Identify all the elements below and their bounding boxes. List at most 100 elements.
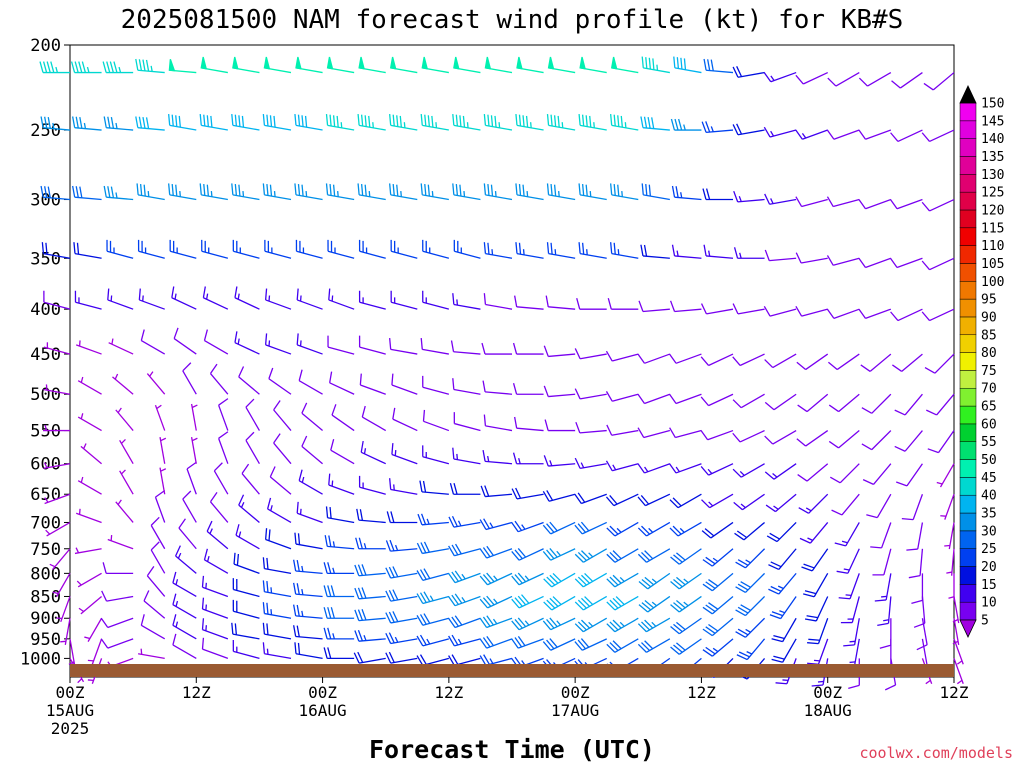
wind-barb xyxy=(68,638,76,666)
wind-barb xyxy=(385,566,418,579)
x-tick-label: 12Z xyxy=(687,683,716,702)
wind-barb xyxy=(45,521,71,537)
wind-barb xyxy=(137,239,165,259)
wind-barb xyxy=(77,476,102,495)
wind-barb xyxy=(235,524,260,550)
wind-barb xyxy=(641,56,670,74)
wind-barb xyxy=(511,520,544,533)
wind-barb xyxy=(512,383,544,395)
wind-barb xyxy=(574,638,607,651)
wind-barb xyxy=(578,242,607,259)
wind-barb xyxy=(43,424,70,432)
colorbar-label: 5 xyxy=(981,614,989,629)
wind-barb xyxy=(514,295,544,310)
wind-barb xyxy=(119,469,134,495)
wind-barb xyxy=(234,331,260,355)
wind-barb xyxy=(607,298,639,310)
wind-barb xyxy=(576,298,607,310)
wind-barb xyxy=(294,532,323,550)
wind-barb xyxy=(861,430,892,451)
wind-barb xyxy=(358,290,386,310)
wind-barb xyxy=(515,183,544,201)
wind-barb xyxy=(771,617,797,643)
wind-barb xyxy=(640,244,670,259)
wind-barb xyxy=(921,257,955,271)
wind-barb xyxy=(78,595,102,615)
wind-barb xyxy=(262,622,292,640)
x-tick-label: 00Z xyxy=(56,683,85,702)
wind-barb xyxy=(702,617,734,637)
colorbar-swatch xyxy=(959,138,977,157)
x-tick-label: 18AUG xyxy=(804,701,852,720)
credit-text: coolwx.com/models xyxy=(859,744,1013,762)
wind-barb xyxy=(296,501,323,524)
wind-barb xyxy=(298,369,323,395)
wind-barb xyxy=(231,113,260,131)
wind-barb xyxy=(135,116,165,131)
colorbar-label: 85 xyxy=(981,328,997,343)
wind-barb xyxy=(269,466,292,495)
wind-barb xyxy=(828,430,860,449)
colorbar-label: 25 xyxy=(981,542,997,557)
wind-barb xyxy=(172,571,197,598)
wind-barb xyxy=(578,183,607,201)
colorbar-label: 20 xyxy=(981,560,997,575)
wind-barb xyxy=(542,521,576,535)
colorbar-swatch xyxy=(959,174,977,193)
wind-barb xyxy=(547,56,576,74)
wind-barb xyxy=(449,483,481,495)
wind-barb xyxy=(241,463,260,495)
wind-barb xyxy=(870,522,892,549)
wind-barb xyxy=(264,239,292,259)
wind-barb xyxy=(75,340,102,355)
colorbar-max-arrow xyxy=(959,85,977,104)
wind-barb xyxy=(578,113,607,131)
wind-barb xyxy=(481,342,512,355)
wind-barb xyxy=(926,393,955,416)
wind-barb xyxy=(545,295,576,310)
colorbar-label: 35 xyxy=(981,507,997,522)
wind-barb xyxy=(74,547,102,555)
wind-barb xyxy=(262,557,292,574)
y-axis-ticks: 2002503003504004505005506006507007508008… xyxy=(20,36,70,669)
y-tick-label: 800 xyxy=(30,564,61,584)
wind-barb xyxy=(108,338,134,355)
wind-barb xyxy=(669,493,702,509)
wind-barb xyxy=(354,564,386,577)
wind-barb xyxy=(73,242,102,259)
wind-barb xyxy=(392,407,418,432)
wind-barb xyxy=(801,548,829,572)
wind-barb xyxy=(76,572,102,588)
wind-barb xyxy=(543,595,576,611)
wind-barb xyxy=(262,642,292,660)
wind-barb xyxy=(606,424,639,436)
y-tick-label: 300 xyxy=(30,191,61,211)
colorbar-label: 50 xyxy=(981,453,997,468)
x-tick-label: 12Z xyxy=(434,683,463,702)
wind-barb xyxy=(542,638,576,651)
wind-barb xyxy=(358,475,386,495)
wind-barb xyxy=(795,252,828,264)
wind-barb xyxy=(107,288,134,310)
wind-barb xyxy=(232,239,260,259)
wind-barb xyxy=(702,595,734,615)
wind-barb xyxy=(894,393,923,416)
x-tick-label: 16AUG xyxy=(298,701,346,720)
colorbar-label: 145 xyxy=(981,114,1004,129)
wind-barb xyxy=(890,129,923,143)
wind-barb xyxy=(923,72,955,91)
wind-barb xyxy=(700,463,734,476)
wind-barb xyxy=(172,614,197,640)
wind-barb xyxy=(325,506,355,524)
wind-barb xyxy=(416,568,450,581)
wind-barb xyxy=(702,548,734,567)
wind-barb xyxy=(671,244,702,259)
wind-barb xyxy=(940,493,955,520)
wind-barb xyxy=(606,617,639,633)
x-tick-label: 15AUG xyxy=(46,701,94,720)
wind-barb xyxy=(206,520,229,550)
wind-barb xyxy=(895,463,923,487)
wind-barb xyxy=(453,239,481,259)
wind-barb xyxy=(803,573,829,598)
wind-barb xyxy=(293,625,323,640)
